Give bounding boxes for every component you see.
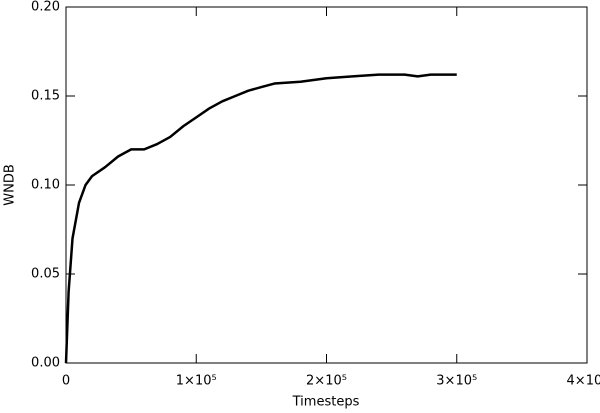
y-tick-label: 0.10 xyxy=(31,178,60,193)
y-tick-label: 0.05 xyxy=(31,267,60,282)
plot-frame xyxy=(65,6,588,364)
x-tick-label: 4×10⁵ xyxy=(567,374,600,389)
x-tick-label: 3×10⁵ xyxy=(436,374,477,389)
y-tick-label: 0.15 xyxy=(31,89,60,104)
x-tick-label: 0 xyxy=(62,374,70,389)
data-line xyxy=(64,73,457,364)
x-tick-label: 1×10⁵ xyxy=(176,374,217,389)
y-tick-label: 0.20 xyxy=(31,0,60,15)
x-axis-label: Timesteps xyxy=(292,395,360,410)
y-tick-label: 0.00 xyxy=(31,356,60,371)
x-tick-label: 2×10⁵ xyxy=(306,374,347,389)
y-axis-label: WNDB xyxy=(3,164,18,206)
